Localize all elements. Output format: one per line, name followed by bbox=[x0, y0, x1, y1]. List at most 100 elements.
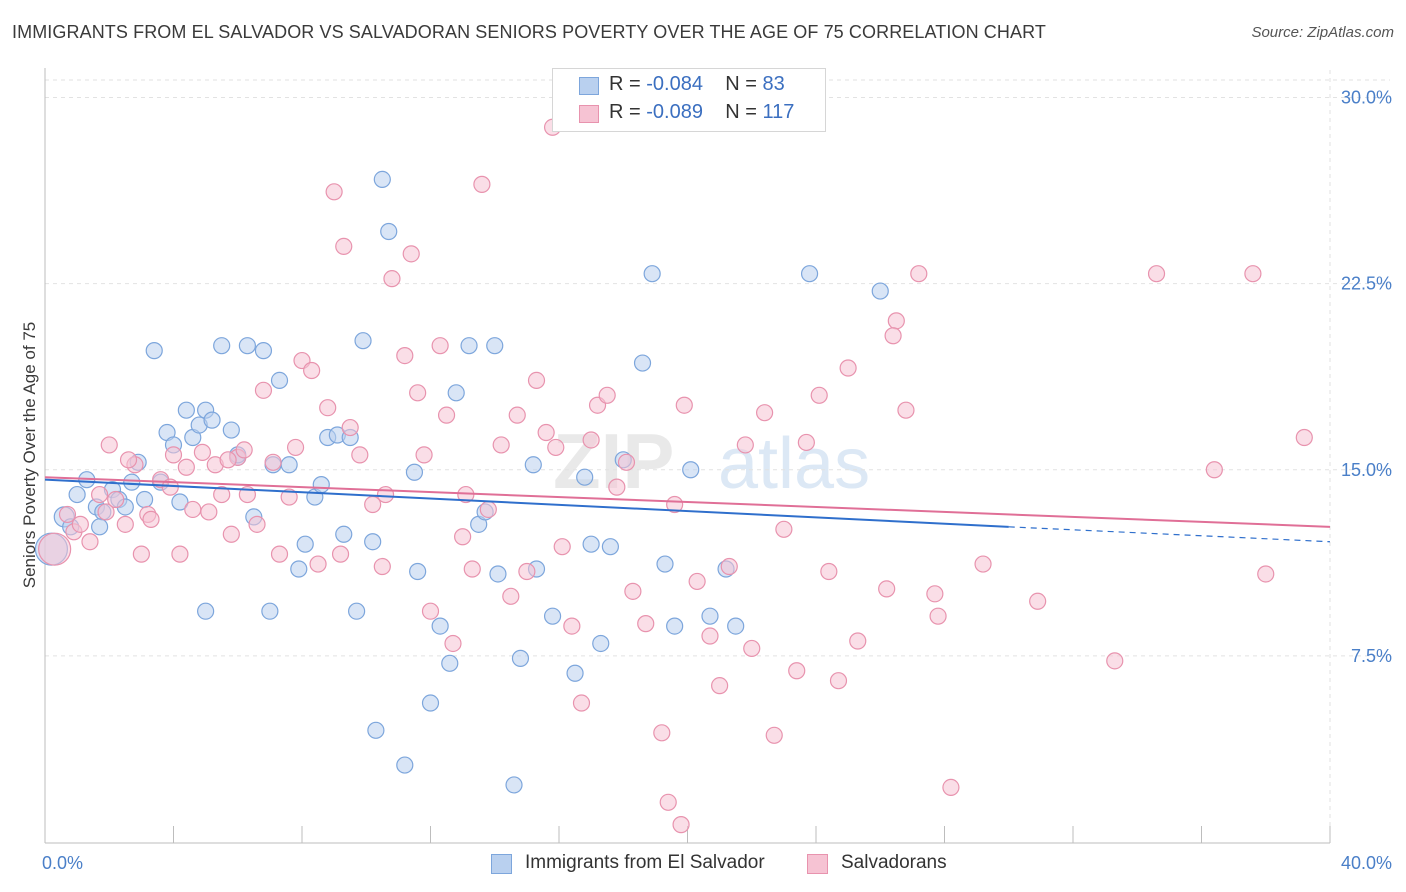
point-salvadorans bbox=[325, 183, 343, 201]
stats-text-pink: R = -0.089 N = 117 bbox=[609, 101, 795, 123]
legend-item-salvadorans[interactable]: Salvadorans bbox=[807, 850, 967, 878]
r-value-pink: -0.089 bbox=[646, 101, 703, 123]
point-salvadorans bbox=[132, 545, 150, 563]
point-immigrants bbox=[145, 342, 163, 360]
point-immigrants bbox=[197, 602, 215, 620]
point-salvadorans bbox=[319, 399, 337, 417]
point-immigrants bbox=[511, 649, 530, 667]
point-salvadorans bbox=[659, 793, 677, 811]
point-salvadorans bbox=[1244, 265, 1262, 283]
point-salvadorans bbox=[887, 312, 905, 330]
point-salvadorans bbox=[820, 562, 838, 581]
point-salvadorans bbox=[444, 634, 462, 653]
point-salvadorans bbox=[743, 639, 761, 658]
y-tick-label: 15.0% bbox=[1341, 460, 1392, 480]
point-immigrants bbox=[460, 337, 478, 355]
point-salvadorans bbox=[341, 418, 359, 437]
point-salvadorans bbox=[38, 532, 72, 566]
n-value-pink: 117 bbox=[762, 101, 795, 123]
point-immigrants bbox=[364, 533, 382, 551]
point-salvadorans bbox=[563, 617, 581, 635]
legend-swatch-blue bbox=[491, 854, 512, 874]
point-immigrants bbox=[871, 282, 889, 300]
point-salvadorans bbox=[254, 381, 273, 399]
point-salvadorans bbox=[608, 478, 626, 496]
point-immigrants bbox=[682, 461, 700, 479]
legend-label-salvadorans: Salvadorans bbox=[841, 852, 947, 873]
legend-swatch-pink bbox=[807, 854, 828, 874]
point-immigrants bbox=[213, 337, 231, 355]
point-salvadorans bbox=[637, 615, 655, 633]
point-immigrants bbox=[505, 776, 523, 794]
point-immigrants bbox=[576, 468, 594, 486]
y-tick-label: 7.5% bbox=[1351, 646, 1392, 666]
point-immigrants bbox=[524, 456, 542, 474]
point-salvadorans bbox=[929, 607, 947, 625]
point-immigrants bbox=[656, 555, 674, 573]
point-salvadorans bbox=[1205, 461, 1223, 479]
watermark-atlas: atlas bbox=[718, 424, 870, 504]
point-salvadorans bbox=[736, 436, 754, 454]
point-salvadorans bbox=[376, 485, 395, 504]
point-salvadorans bbox=[91, 485, 109, 504]
point-immigrants bbox=[486, 337, 504, 355]
pink-swatch bbox=[579, 105, 599, 123]
point-salvadorans bbox=[97, 503, 115, 521]
point-salvadorans bbox=[926, 585, 944, 603]
trend-line-salvadorans bbox=[44, 476, 1331, 528]
point-salvadorans bbox=[309, 555, 327, 573]
point-immigrants bbox=[566, 664, 584, 682]
point-salvadorans bbox=[248, 515, 266, 533]
point-salvadorans bbox=[518, 562, 536, 581]
point-salvadorans bbox=[1257, 565, 1275, 583]
point-salvadorans bbox=[598, 386, 616, 404]
point-salvadorans bbox=[974, 555, 992, 573]
trend-line-immigrants bbox=[44, 478, 1009, 528]
point-immigrants bbox=[409, 562, 427, 581]
point-salvadorans bbox=[653, 724, 671, 742]
chart-title: IMMIGRANTS FROM EL SALVADOR VS SALVADORA… bbox=[12, 22, 1046, 42]
point-immigrants bbox=[367, 721, 385, 739]
point-immigrants bbox=[348, 602, 366, 620]
point-salvadorans bbox=[572, 694, 591, 712]
point-salvadorans bbox=[672, 816, 690, 834]
point-salvadorans bbox=[280, 488, 298, 506]
point-immigrants bbox=[543, 607, 562, 625]
point-immigrants bbox=[666, 617, 684, 635]
point-immigrants bbox=[296, 535, 314, 553]
point-salvadorans bbox=[107, 490, 125, 509]
point-immigrants bbox=[171, 493, 189, 511]
point-salvadorans bbox=[177, 458, 195, 476]
point-immigrants bbox=[135, 490, 154, 509]
point-salvadorans bbox=[775, 520, 793, 538]
point-immigrants bbox=[354, 332, 372, 350]
point-immigrants bbox=[380, 222, 398, 241]
point-salvadorans bbox=[351, 446, 369, 464]
source-label: Source: ZipAtlas.com bbox=[1251, 24, 1394, 41]
point-salvadorans bbox=[942, 778, 960, 797]
point-immigrants bbox=[91, 518, 109, 536]
point-immigrants bbox=[441, 654, 459, 672]
legend-label-immigrants: Immigrants from El Salvador bbox=[525, 852, 765, 873]
point-immigrants bbox=[238, 337, 256, 355]
point-salvadorans bbox=[100, 436, 118, 454]
point-salvadorans bbox=[193, 443, 212, 461]
point-immigrants bbox=[592, 634, 610, 653]
point-immigrants bbox=[254, 342, 273, 360]
point-salvadorans bbox=[788, 662, 806, 680]
point-salvadorans bbox=[1147, 265, 1166, 283]
point-salvadorans bbox=[479, 500, 497, 519]
point-immigrants bbox=[312, 476, 330, 494]
point-immigrants bbox=[203, 411, 221, 429]
point-salvadorans bbox=[897, 401, 915, 419]
point-salvadorans bbox=[675, 396, 693, 414]
point-immigrants bbox=[373, 170, 391, 188]
point-immigrants bbox=[123, 473, 141, 491]
legend-item-immigrants[interactable]: Immigrants from El Salvador bbox=[491, 850, 791, 878]
point-salvadorans bbox=[1106, 652, 1124, 670]
point-salvadorans bbox=[547, 438, 565, 457]
point-salvadorans bbox=[624, 582, 642, 600]
point-salvadorans bbox=[508, 406, 526, 424]
point-salvadorans bbox=[910, 265, 928, 283]
